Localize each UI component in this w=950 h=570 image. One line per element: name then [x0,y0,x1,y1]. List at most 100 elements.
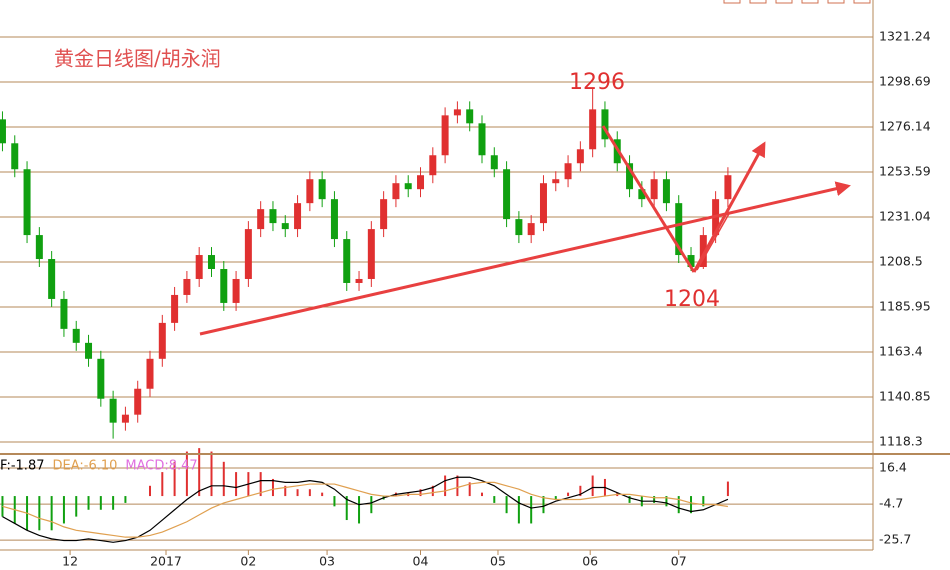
y-tick-label: 1140.85 [879,389,931,404]
candle-body [355,278,363,283]
candle-body [269,209,277,224]
x-tick-label: 03 [319,554,335,569]
window-buttons [723,0,871,4]
candle-body [367,229,375,279]
candle-body [85,342,93,359]
candle-body [146,358,154,389]
x-tick-label: 02 [240,554,256,569]
candle-body [503,169,511,220]
legend-entry: DEA:-6.10 [52,459,117,474]
y-tick-label: 1298.69 [879,74,931,89]
button[interactable] [749,0,767,4]
candle-body [404,183,412,190]
candle-body [0,119,6,144]
candle-body [48,259,56,299]
candle-body [281,223,289,230]
up-leg [692,141,766,273]
candle-body [195,255,203,279]
chart-title: 黄金日线图/胡永润 [54,47,221,71]
y-tick-label: 1231.04 [879,209,931,224]
candle-body [306,179,314,204]
y-tick-label: -25.7 [879,532,911,547]
button[interactable] [853,0,871,4]
candle-body [220,269,228,303]
candle-body [539,183,547,224]
candle-body [244,229,252,279]
candle-body [11,143,19,170]
y-tick-label: 1276.14 [879,119,931,134]
candle-body [466,109,474,124]
y-tick-label: 1163.4 [879,344,923,359]
x-tick-label: 05 [490,554,506,569]
button[interactable] [801,0,819,4]
candle-body [478,123,486,156]
minor-leg [696,211,731,271]
candle-body [527,223,535,236]
candle-body [183,278,191,295]
x-tick-label: 2017 [150,554,182,569]
candle-body [626,163,634,190]
candle-body [109,398,117,423]
x-tick-label: 06 [582,554,598,569]
candle-body [589,109,597,150]
candle-body [417,175,425,190]
candle-body [121,414,129,423]
candle-body [294,203,302,230]
candle-body [490,155,498,170]
plot-layer: 1118.3 1140.85 1163.4 1185.95 1208.5 1231.04 1… [0,29,931,569]
candle-body [687,255,695,268]
y-tick-label: 1118.3 [879,434,923,449]
candle-body [330,199,338,240]
candle-body [207,255,215,270]
down-leg [601,125,696,273]
y-tick-label: 1321.24 [879,29,931,44]
candle-body [638,189,646,200]
button[interactable] [775,0,793,4]
candle-body [552,179,560,184]
candle-body [662,179,670,204]
x-tick-label: 04 [413,554,429,569]
candle-body [650,179,658,200]
candle-body [72,328,80,343]
y-tick-label: 1185.95 [879,299,931,314]
legend-entry: MACD:8.47 [125,459,197,474]
candle-body [23,169,31,236]
candle-body [257,209,265,230]
x-tick-label: 07 [671,554,687,569]
candle-body [392,183,400,200]
y-tick-label: 1208.5 [879,254,923,269]
candle-body [429,155,437,176]
annotation: 1204 [664,287,720,312]
candle-body [515,219,523,236]
trend-lines [199,125,851,336]
y-tick-label: 1253.59 [879,164,931,179]
annotation: 1296 [569,70,625,95]
candle-body [35,235,43,260]
candle-body [601,109,609,140]
dif-line [2,476,729,543]
candle-body [675,203,683,256]
candle-body [441,115,449,156]
candle-body [60,298,68,329]
dea-line [2,481,729,538]
button[interactable] [723,0,741,4]
candle-body [699,235,707,268]
x-tick-label: 12 [62,554,78,569]
candle-body [343,239,351,283]
y-tick-label: -4.7 [879,496,903,511]
y-tick-label: 16.4 [879,459,907,474]
candle-body [564,163,572,180]
candle-body [453,109,461,116]
candle-body [318,179,326,200]
candle-body [97,358,105,399]
candle-body [724,175,732,200]
candle-body [232,278,240,303]
candle-body [171,294,179,323]
button[interactable] [827,0,845,4]
candle-body [134,388,142,415]
candle-body [576,149,584,164]
candle-body [380,199,388,230]
candle-body [158,322,166,359]
